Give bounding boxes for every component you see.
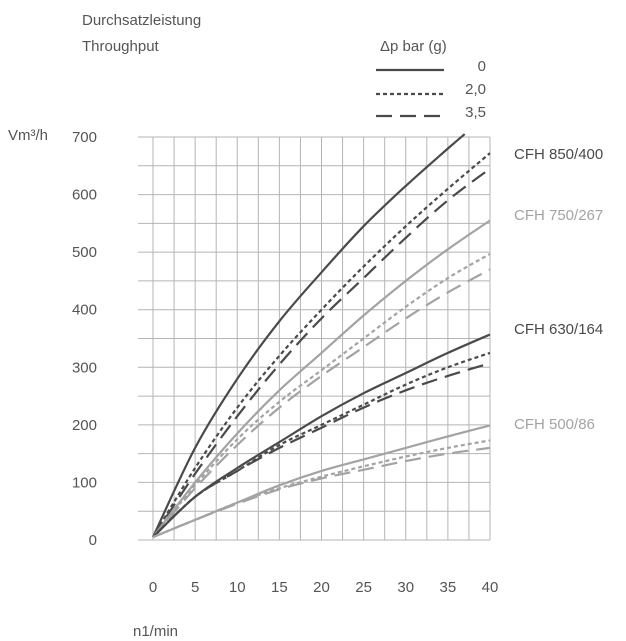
- x-tick-label: 35: [440, 579, 457, 596]
- y-tick-label: 100: [72, 474, 97, 491]
- chart-subtitle: Throughput: [82, 38, 160, 55]
- model-label: CFH 630/164: [514, 321, 603, 338]
- x-tick-label: 5: [191, 579, 199, 596]
- model-labels: CFH 850/400 CFH 750/267 CFH 630/164 CFH 500…: [514, 146, 603, 433]
- x-tick-labels: 0 5 10 15 20 25 30 35 40: [149, 579, 499, 596]
- series-lines: [152, 133, 491, 539]
- series-line: [152, 252, 491, 538]
- x-tick-label: 20: [313, 579, 330, 596]
- y-tick-label: 300: [72, 359, 97, 376]
- y-tick-label: 500: [72, 244, 97, 261]
- legend-label: 0: [478, 58, 486, 75]
- y-axis-label: Vm³/h: [8, 127, 48, 144]
- series-line: [152, 362, 491, 538]
- y-tick-label: 200: [72, 417, 97, 434]
- legend-title: Δp bar (g): [380, 38, 447, 55]
- model-label: CFH 500/86: [514, 416, 595, 433]
- series-line: [152, 446, 491, 539]
- series-line: [152, 133, 466, 538]
- x-tick-label: 10: [229, 579, 246, 596]
- legend-label: 3,5: [465, 104, 486, 121]
- x-tick-label: 30: [397, 579, 414, 596]
- x-tick-label: 40: [482, 579, 499, 596]
- model-label: CFH 850/400: [514, 146, 603, 163]
- model-label: CFH 750/267: [514, 207, 603, 224]
- x-tick-label: 15: [271, 579, 288, 596]
- legend: 0 2,0 3,5: [376, 58, 486, 121]
- y-tick-label: 600: [72, 187, 97, 204]
- series-line: [152, 167, 491, 538]
- x-axis-label: n1/min: [133, 623, 178, 640]
- x-tick-label: 25: [355, 579, 372, 596]
- legend-label: 2,0: [465, 81, 486, 98]
- series-line: [152, 219, 491, 538]
- series-line: [152, 268, 491, 538]
- x-tick-label: 0: [149, 579, 157, 596]
- chart-title: Durchsatzleistung: [82, 12, 201, 29]
- y-tick-label: 0: [89, 532, 97, 549]
- y-tick-labels: 0 100 200 300 400 500 600 700: [72, 129, 97, 549]
- y-tick-label: 400: [72, 302, 97, 319]
- y-tick-label: 700: [72, 129, 97, 146]
